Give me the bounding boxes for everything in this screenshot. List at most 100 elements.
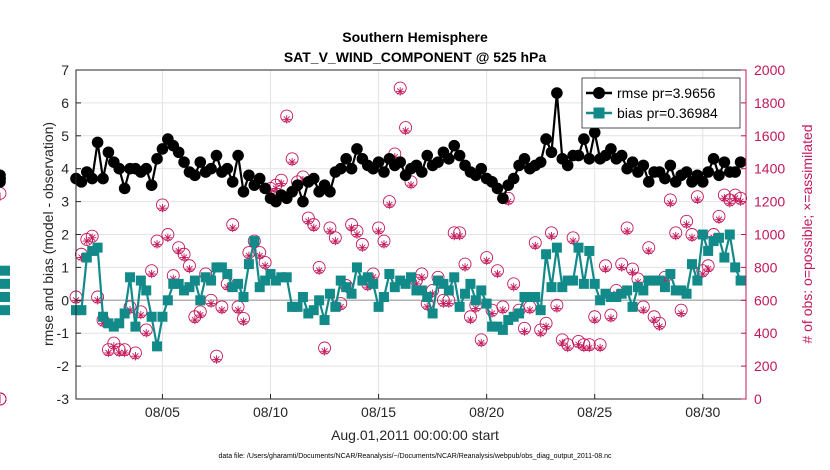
bias-point xyxy=(87,245,98,256)
bias-point xyxy=(92,242,103,253)
obs-assimilated-point xyxy=(358,243,367,252)
obs-assimilated-point xyxy=(260,261,270,270)
obs-assimilated-point xyxy=(120,348,129,358)
obs-assimilated-point xyxy=(271,184,281,193)
bias-point xyxy=(557,282,568,293)
bias-point xyxy=(492,321,503,332)
bias-point xyxy=(611,292,622,303)
y2-tick-label: 1200 xyxy=(754,194,785,210)
bias-point xyxy=(346,288,357,299)
rmse-point xyxy=(189,169,201,182)
rmse-point xyxy=(475,162,488,175)
bias-point xyxy=(314,295,325,306)
rmse-point xyxy=(421,149,434,162)
rmse-point xyxy=(118,182,131,195)
obs-assimilated-point xyxy=(498,305,508,315)
rmse-point xyxy=(0,172,6,185)
rmse-point xyxy=(113,162,126,175)
obs-assimilated-point xyxy=(325,227,335,236)
legend-rmse-marker xyxy=(593,87,605,99)
obs-assimilated-point xyxy=(136,310,146,320)
chart-title: Southern Hemisphere xyxy=(342,29,488,45)
bias-point xyxy=(416,285,427,296)
bias-point xyxy=(584,245,595,256)
bias-point xyxy=(670,285,681,296)
rmse-point xyxy=(583,153,596,165)
bias-point xyxy=(659,282,670,293)
obs-assimilated-point xyxy=(525,305,535,315)
y-tick-label: 0 xyxy=(61,292,69,308)
rmse-point xyxy=(605,143,617,155)
rmse-point xyxy=(210,149,223,162)
rmse-point xyxy=(205,162,217,175)
bias-point xyxy=(411,285,422,296)
obs-assimilated-point xyxy=(196,310,205,320)
obs-assimilated-point xyxy=(671,231,680,241)
bias-point xyxy=(162,295,173,306)
rmse-point xyxy=(448,139,461,152)
bias-point xyxy=(481,298,492,309)
bias-point xyxy=(141,285,152,296)
bias-point xyxy=(297,292,308,303)
axis-ticks: 08/05 08/10 08/15 08/20 08/25 08/30 -3 -2 -1 0 1 2 3… xyxy=(57,62,786,420)
rmse-point xyxy=(378,166,390,178)
obs-assimilated-point xyxy=(233,305,243,315)
y2-tick-label: 600 xyxy=(754,292,778,308)
obs-assimilated-point xyxy=(163,233,173,242)
obs-assimilated-point xyxy=(666,199,675,208)
obs-assimilated-point xyxy=(228,223,237,233)
obs-assimilated-point xyxy=(725,199,734,208)
legend-bias-label: bias pr=0.36984 xyxy=(617,105,718,121)
obs-assimilated-point xyxy=(531,241,540,251)
rmse-point xyxy=(226,176,239,188)
x-tick-label: 08/10 xyxy=(253,404,288,420)
rmse-point xyxy=(372,156,385,168)
y2-tick-label: 400 xyxy=(754,325,778,341)
bias-point xyxy=(487,321,498,332)
bias-point xyxy=(287,301,298,312)
bias-point xyxy=(254,282,265,293)
rmse-point xyxy=(394,156,406,168)
obs-assimilated-point xyxy=(466,315,475,325)
rmse-point xyxy=(729,166,741,178)
rmse-point xyxy=(140,162,153,175)
rmse-point xyxy=(340,153,352,165)
bias-point xyxy=(384,268,395,279)
obs-assimilated-point xyxy=(698,269,707,279)
y-axis-label: rmse and bias (model - observation) xyxy=(40,122,56,346)
bias-point xyxy=(276,272,287,283)
rmse-point xyxy=(151,153,163,165)
rmse-point xyxy=(534,156,547,168)
obs-assimilated-point xyxy=(617,263,626,272)
rmse-point xyxy=(578,133,590,145)
obs-assimilated-point xyxy=(509,282,518,292)
plot-area xyxy=(0,81,748,406)
bias-point xyxy=(389,282,400,293)
obs-assimilated-point xyxy=(444,299,454,308)
bias-point xyxy=(400,278,411,289)
obs-assimilated-point xyxy=(309,223,318,233)
bias-point xyxy=(308,305,319,316)
bias-point xyxy=(292,301,303,312)
bias-point xyxy=(535,305,546,316)
rmse-point xyxy=(707,153,720,165)
bias-point xyxy=(595,295,606,306)
y2-tick-label: 1000 xyxy=(754,227,785,243)
obs-assimilated-point xyxy=(693,195,702,205)
bias-point xyxy=(708,236,719,247)
obs-assimilated-point xyxy=(628,268,637,277)
obs-assimilated-point xyxy=(282,115,291,124)
bias-point xyxy=(427,308,438,319)
rmse-point xyxy=(221,162,234,175)
obs-assimilated-point xyxy=(536,329,545,338)
bias-point xyxy=(270,275,281,286)
bias-point xyxy=(573,242,584,253)
obs-assimilated-point xyxy=(590,315,599,325)
rmse-point xyxy=(443,153,455,165)
bias-point xyxy=(589,278,600,289)
obs-assimilated-point xyxy=(147,269,156,279)
y2-tick-label: 1800 xyxy=(754,95,785,111)
bias-point xyxy=(357,275,368,286)
rmse-point xyxy=(351,143,363,155)
bias-point xyxy=(330,301,341,312)
